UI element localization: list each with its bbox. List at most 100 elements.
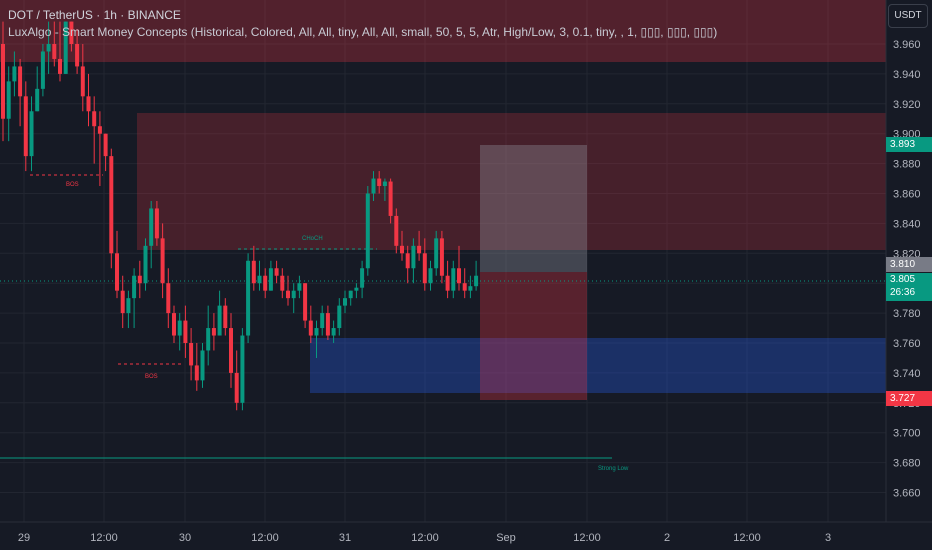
symbol-title[interactable]: DOT / TetherUS · 1h · BINANCE [8,8,181,22]
price-tick-label: 3.860 [893,189,921,201]
candle-body [166,283,171,314]
demand-order-block [310,338,886,393]
premium-zone [0,0,886,62]
candle-body [6,81,11,119]
candle-body [97,126,102,134]
candle-body [274,268,279,276]
candle-body [268,268,273,291]
candle-body [120,290,125,314]
candle-body [46,44,51,52]
candle-body [251,260,256,284]
candle-body [80,66,85,97]
time-tick-label: 12:00 [411,532,439,544]
candle-body [132,275,137,299]
candle-body [86,96,91,112]
time-axis[interactable]: 29 12:00 30 12:00 31 12:00 Sep 12:00 2 12:00 3 [18,532,831,544]
candle-body [160,238,165,284]
time-tick-label: 12:00 [573,532,601,544]
candle-body [434,238,439,269]
candle-body [382,181,387,187]
candle-body [365,193,370,269]
candle-body [422,253,427,284]
candle-body [234,372,239,403]
candle-body [439,238,444,276]
candle-body [29,111,34,157]
candle-body [468,286,473,291]
candle-body [172,313,176,336]
stop-loss-price-tag: 3.727 [886,391,932,406]
candle-body [371,178,376,194]
candle-body [354,287,359,291]
candle-body [451,268,456,291]
candle-body [63,21,68,74]
bos-label-1: BOS [66,182,79,188]
candle-body [40,51,45,89]
candle-body [189,343,194,366]
price-tick-label: 3.780 [893,308,921,320]
candle-body [12,66,17,82]
price-tick-label: 3.760 [893,338,921,350]
last-price-value: 3.805 [890,274,916,285]
last-price-tag: 3.805 26:36 [886,273,932,301]
candle-body [308,320,313,336]
candle-body [109,156,114,254]
candle-body [320,313,325,329]
candle-body [263,275,268,291]
candle-body [303,283,308,321]
candle-body [103,133,108,157]
currency-button[interactable]: USDT [888,4,928,28]
take-profit-price-tag: 3.893 [886,137,932,152]
time-tick-label: 12:00 [90,532,118,544]
candle-body [405,253,410,269]
bar-countdown: 26:36 [890,287,916,298]
candle-body [69,21,74,44]
candle-body [394,215,399,246]
candle-body [400,245,404,254]
candle-body [445,275,450,291]
candle-body [1,44,5,119]
candle-body [137,275,142,284]
candle-body [115,253,119,291]
candle-body [348,290,353,299]
candle-body [257,275,262,284]
price-tick-label: 3.880 [893,159,921,171]
candle-body [286,290,290,299]
price-tick-label: 3.940 [893,69,921,81]
grid-lines [0,0,886,522]
candle-body [337,305,342,329]
position-stop-zone[interactable] [480,272,587,400]
candle-body [331,328,336,336]
candle-body [280,275,285,291]
position-target-zone[interactable] [480,145,587,272]
price-tick-label: 3.920 [893,99,921,111]
candle-body [52,44,57,59]
candle-body [246,260,251,336]
candle-body [206,328,211,351]
entry-price-tag: 3.810 [886,257,932,272]
candle-body [314,328,319,336]
candle-body [360,268,365,288]
strong-low-label: Strong Low [598,466,629,472]
time-tick-label: 31 [339,532,351,544]
price-tick-label: 3.660 [893,488,921,500]
candle-body [462,283,467,291]
candle-body [223,305,228,329]
candle-body [177,320,182,336]
bos-label-2: BOS [145,374,158,380]
time-tick-label: 29 [18,532,30,544]
candle-body [377,178,382,187]
indicator-legend[interactable]: LuxAlgo - Smart Money Concepts (Historic… [8,25,718,39]
candle-body [183,320,188,343]
time-tick-label: 3 [825,532,831,544]
time-tick-label: 30 [179,532,191,544]
candle-body [457,268,461,284]
time-tick-label: 12:00 [733,532,761,544]
candle-body [388,181,393,216]
candle-body [18,66,23,97]
price-tick-label: 3.740 [893,368,921,380]
candle-body [23,96,28,157]
candle-body [75,44,80,67]
time-tick-label: Sep [496,532,516,544]
